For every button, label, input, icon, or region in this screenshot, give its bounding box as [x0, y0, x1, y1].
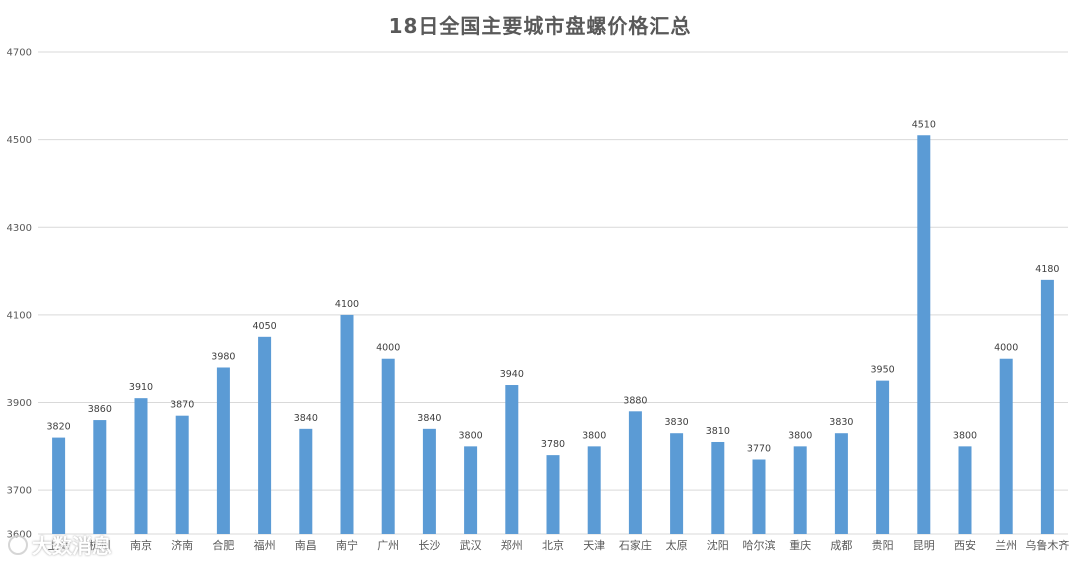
data-label: 4050 — [253, 321, 277, 332]
bar — [1040, 279, 1054, 534]
x-tick-label: 武汉 — [460, 539, 482, 552]
data-label: 3820 — [47, 422, 71, 433]
bar — [958, 446, 972, 534]
bar — [216, 367, 230, 534]
x-tick-label: 天津 — [583, 539, 605, 552]
x-tick-label: 昆明 — [913, 539, 935, 552]
data-label: 3830 — [829, 417, 853, 428]
x-tick-label: 乌鲁木齐 — [1025, 538, 1069, 552]
bar — [628, 411, 642, 534]
y-tick-label: 4100 — [7, 310, 32, 321]
data-label: 3800 — [582, 430, 606, 441]
data-label: 3880 — [623, 395, 647, 406]
bar — [999, 358, 1013, 534]
x-tick-label: 郑州 — [501, 538, 523, 552]
y-tick-label: 3900 — [7, 398, 32, 409]
data-label: 3870 — [170, 400, 194, 411]
x-tick-label: 兰州 — [995, 539, 1017, 552]
data-label: 3840 — [417, 413, 441, 424]
watermark: 大数消息 — [8, 530, 112, 559]
bar — [587, 446, 601, 534]
data-label: 4510 — [912, 119, 936, 130]
data-label: 4000 — [994, 343, 1018, 354]
data-label: 3980 — [211, 351, 235, 362]
bar — [381, 358, 395, 534]
watermark-logo-icon — [8, 534, 28, 555]
bar — [93, 420, 107, 534]
x-tick-label: 合肥 — [212, 538, 234, 552]
bar — [258, 336, 272, 534]
y-tick-label: 3700 — [7, 486, 32, 497]
chart-title: 18日全国主要城市盘螺价格汇总 — [388, 14, 692, 38]
data-label: 3800 — [788, 430, 812, 441]
bar — [917, 135, 931, 534]
x-tick-label: 贵阳 — [872, 539, 894, 552]
y-tick-label: 4500 — [7, 135, 32, 146]
data-label: 3810 — [706, 426, 730, 437]
bar — [52, 437, 66, 534]
bar — [175, 415, 189, 534]
x-tick-label: 南昌 — [295, 539, 317, 552]
x-tick-label: 福州 — [254, 538, 276, 552]
x-tick-label: 重庆 — [789, 538, 811, 552]
x-tick-label: 西安 — [954, 538, 976, 552]
data-label: 3940 — [500, 369, 524, 380]
x-tick-label: 长沙 — [418, 539, 440, 552]
bar — [793, 446, 807, 534]
x-tick-label: 成都 — [830, 539, 852, 552]
bar — [134, 398, 148, 534]
x-tick-label: 南京 — [130, 538, 152, 552]
x-tick-label: 太原 — [666, 539, 688, 552]
x-tick-label: 石家庄 — [619, 538, 652, 552]
data-label: 3800 — [953, 430, 977, 441]
data-label: 3950 — [871, 365, 895, 376]
data-label: 3780 — [541, 439, 565, 450]
data-label: 4180 — [1035, 264, 1059, 275]
data-label: 3800 — [459, 430, 483, 441]
bar — [711, 441, 725, 534]
bar — [546, 455, 560, 534]
bar — [464, 446, 478, 534]
x-tick-label: 北京 — [542, 538, 564, 552]
x-tick-label: 济南 — [171, 538, 193, 552]
y-tick-label: 4700 — [7, 48, 32, 59]
watermark-text: 大数消息 — [32, 534, 112, 558]
data-label: 4000 — [376, 343, 400, 354]
bar — [834, 433, 848, 534]
data-label: 3830 — [665, 417, 689, 428]
bar — [752, 459, 766, 534]
x-tick-label: 上海 — [48, 538, 70, 552]
x-tick-label: 哈尔滨 — [743, 538, 776, 552]
data-label: 3860 — [88, 404, 112, 415]
bar — [422, 428, 436, 534]
x-tick-label: 广州 — [377, 539, 399, 552]
bar — [340, 314, 354, 534]
data-label: 3910 — [129, 382, 153, 393]
data-label: 3770 — [747, 444, 771, 455]
bar — [299, 428, 313, 534]
data-label: 3840 — [294, 413, 318, 424]
x-tick-label: 杭州 — [89, 538, 111, 552]
bar — [670, 433, 684, 534]
x-tick-label: 南宁 — [336, 538, 358, 552]
y-tick-label: 4300 — [7, 223, 32, 234]
bar — [876, 380, 890, 534]
x-tick-label: 沈阳 — [707, 538, 729, 552]
data-label: 4100 — [335, 299, 359, 310]
bar — [505, 385, 519, 534]
